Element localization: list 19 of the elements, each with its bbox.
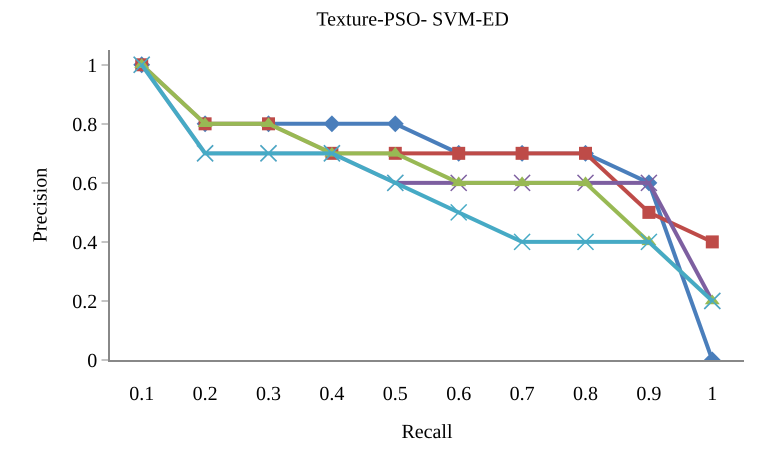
y-tick-label: 0.4 <box>72 232 98 254</box>
x-tick-label: 0.6 <box>446 382 472 405</box>
chart-title: Texture-PSO- SVM-ED <box>316 8 509 30</box>
y-tick-label: 0.6 <box>72 172 98 195</box>
y-tick-label: 0.2 <box>72 290 98 313</box>
y-tick-label: 1 <box>87 54 98 77</box>
x-tick-label: 0.9 <box>636 382 662 405</box>
y-tick-label: 0.8 <box>72 114 98 136</box>
x-tick-label: 1 <box>707 382 718 405</box>
y-axis-title: Precision <box>29 168 52 242</box>
x-tick-label: 0.1 <box>129 382 154 405</box>
x-tick-label: 0.4 <box>319 382 344 405</box>
x-tick-label: 0.5 <box>382 382 408 405</box>
y-tick-label: 0 <box>87 350 98 372</box>
x-tick-label: 0.3 <box>256 382 281 405</box>
x-tick-label: 0.2 <box>192 382 218 405</box>
x-axis-title: Recall <box>401 420 453 443</box>
x-tick-label: 0.8 <box>573 382 598 405</box>
x-tick-label: 0.7 <box>510 382 535 405</box>
